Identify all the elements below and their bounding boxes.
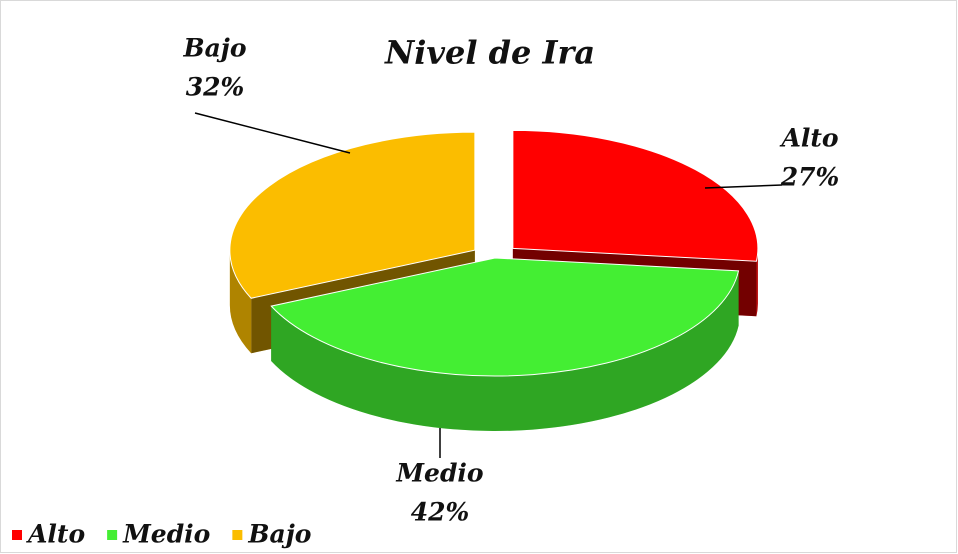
slice-side	[271, 270, 739, 432]
data-label-name: Bajo	[182, 34, 246, 63]
leader-line	[194, 112, 351, 154]
slice	[270, 257, 740, 377]
legend-swatch	[107, 530, 118, 540]
data-label-name: Alto	[779, 124, 838, 153]
legend-swatch	[12, 530, 22, 540]
legend-swatch	[232, 530, 243, 540]
slice-side	[756, 248, 758, 317]
slice	[229, 131, 476, 299]
legend-label: Alto	[26, 520, 85, 549]
legend-label: Bajo	[247, 520, 311, 549]
chart-title: Nivel de Ira	[384, 34, 595, 72]
leader-line	[704, 184, 783, 189]
slice	[512, 129, 759, 262]
data-label: 42%	[411, 498, 470, 527]
slice-shade	[271, 270, 739, 432]
data-label: 27%	[780, 163, 840, 192]
legend-label: Medio	[122, 520, 210, 549]
slice-shade	[756, 248, 758, 317]
data-label: 32%	[186, 73, 245, 102]
data-label-name: Medio	[395, 459, 483, 488]
